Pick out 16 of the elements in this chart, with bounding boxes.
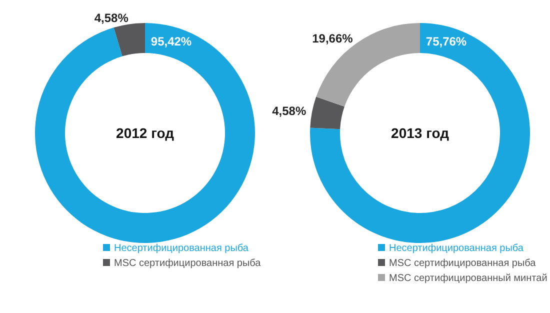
legend-label: Несертифицированная рыба bbox=[114, 243, 249, 254]
data-label: 95,42% bbox=[150, 34, 192, 49]
data-label: 4,58% bbox=[272, 104, 306, 118]
legend-label: MSC сертифицированный минтай bbox=[389, 273, 548, 284]
legend-label: MSC сертифицированная рыба bbox=[114, 258, 262, 269]
data-label: 75,76% bbox=[426, 34, 467, 49]
donut-slice bbox=[114, 23, 145, 56]
legend-label: Несертифицированная рыба bbox=[389, 243, 524, 254]
text: 2013 год bbox=[391, 125, 450, 141]
text: 2012 год bbox=[116, 125, 174, 141]
donut-slice bbox=[310, 96, 344, 130]
data-label: 4,58% bbox=[94, 11, 129, 26]
data-label: 19,66% bbox=[312, 31, 354, 46]
donut-slice bbox=[310, 23, 530, 243]
donut-slice bbox=[35, 23, 255, 243]
legend-label: MSC сертифицированная рыба bbox=[389, 258, 536, 269]
